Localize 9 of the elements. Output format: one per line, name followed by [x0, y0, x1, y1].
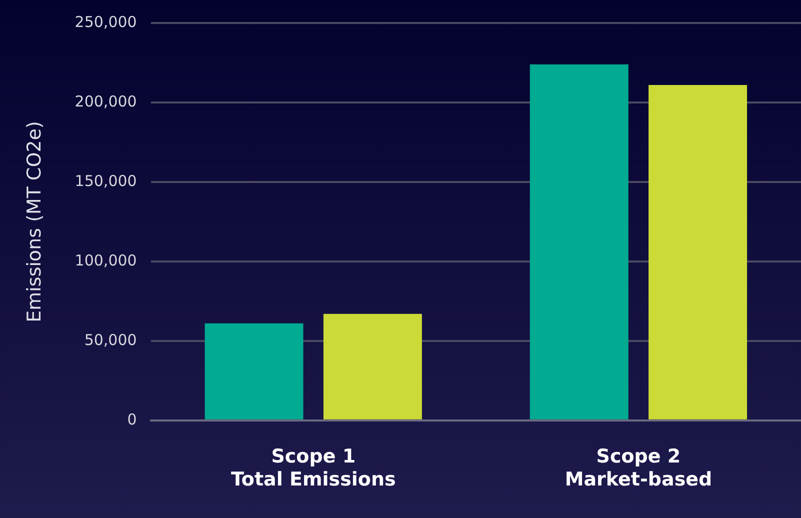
y-axis-title: Emissions (MT CO2e): [23, 121, 46, 322]
y-tick-label: 200,000: [74, 92, 137, 110]
y-tick-label: 100,000: [74, 251, 137, 270]
x-tick-label: Scope 1 Total Emissions: [230, 446, 396, 491]
y-tick-label: 150,000: [74, 172, 137, 190]
x-tick-label: Scope 2 Market-based: [564, 446, 712, 491]
y-tick-label: 250,000: [74, 12, 137, 31]
y-tick-label: 0: [127, 410, 137, 428]
y-tick-label: 50,000: [84, 330, 137, 349]
